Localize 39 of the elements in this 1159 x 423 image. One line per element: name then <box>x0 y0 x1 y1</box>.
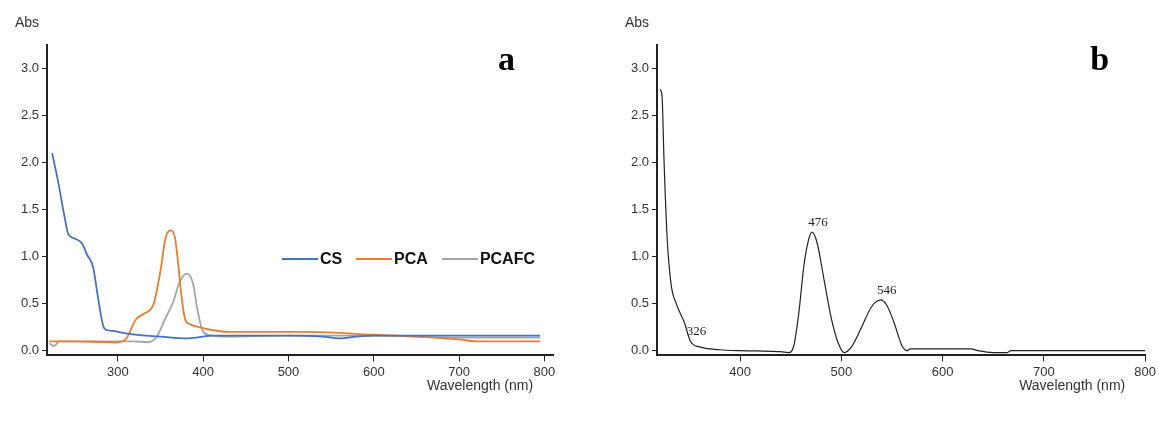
y-tick-label: 3.0 <box>20 60 39 76</box>
x-tick-label: 400 <box>729 363 751 379</box>
y-tick-label: 2.0 <box>630 154 649 170</box>
x-axis-title: Wavelength (nm) <box>1019 377 1126 394</box>
x-tick-label: 800 <box>1134 363 1157 379</box>
x-tick-label: 700 <box>1033 363 1055 379</box>
y-axis-title: Abs <box>625 14 650 30</box>
y-tick-label: 1.5 <box>630 201 649 217</box>
annotation: 546 <box>877 281 898 297</box>
x-tick-label: 800 <box>533 363 556 379</box>
annotation: 326 <box>686 323 707 339</box>
x-tick-label: 400 <box>192 363 214 379</box>
y-tick-label: 0.0 <box>630 342 649 358</box>
y-tick-label: 1.0 <box>20 248 39 264</box>
chart-title: b <box>1090 40 1110 78</box>
y-tick-label: 2.5 <box>630 107 649 123</box>
x-tick-label: 600 <box>362 363 385 379</box>
y-tick-label: 3.0 <box>630 60 649 76</box>
legend-label: PCA <box>394 249 428 268</box>
chart-title: a <box>498 40 515 78</box>
x-axis-title: Wavelength (nm) <box>427 377 534 394</box>
y-axis-title: Abs <box>15 14 40 30</box>
legend-label: CS <box>319 249 343 268</box>
y-tick-label: 0.5 <box>20 295 39 311</box>
y-tick-label: 2.0 <box>20 154 39 170</box>
y-tick-label: 0.0 <box>20 342 39 358</box>
line-series <box>48 229 542 344</box>
x-tick-label: 500 <box>830 363 853 379</box>
annotation: 476 <box>808 214 829 230</box>
line-series <box>51 152 542 340</box>
y-tick-label: 2.5 <box>20 107 39 123</box>
x-tick-label: 600 <box>931 363 954 379</box>
x-tick-label: 700 <box>448 363 470 379</box>
y-tick-label: 1.0 <box>630 248 649 264</box>
legend-label: PCAFC <box>479 249 535 268</box>
x-tick-label: 500 <box>277 363 300 379</box>
x-tick-label: 300 <box>106 363 129 379</box>
y-tick-label: 1.5 <box>20 201 39 217</box>
y-tick-label: 0.5 <box>630 295 649 311</box>
